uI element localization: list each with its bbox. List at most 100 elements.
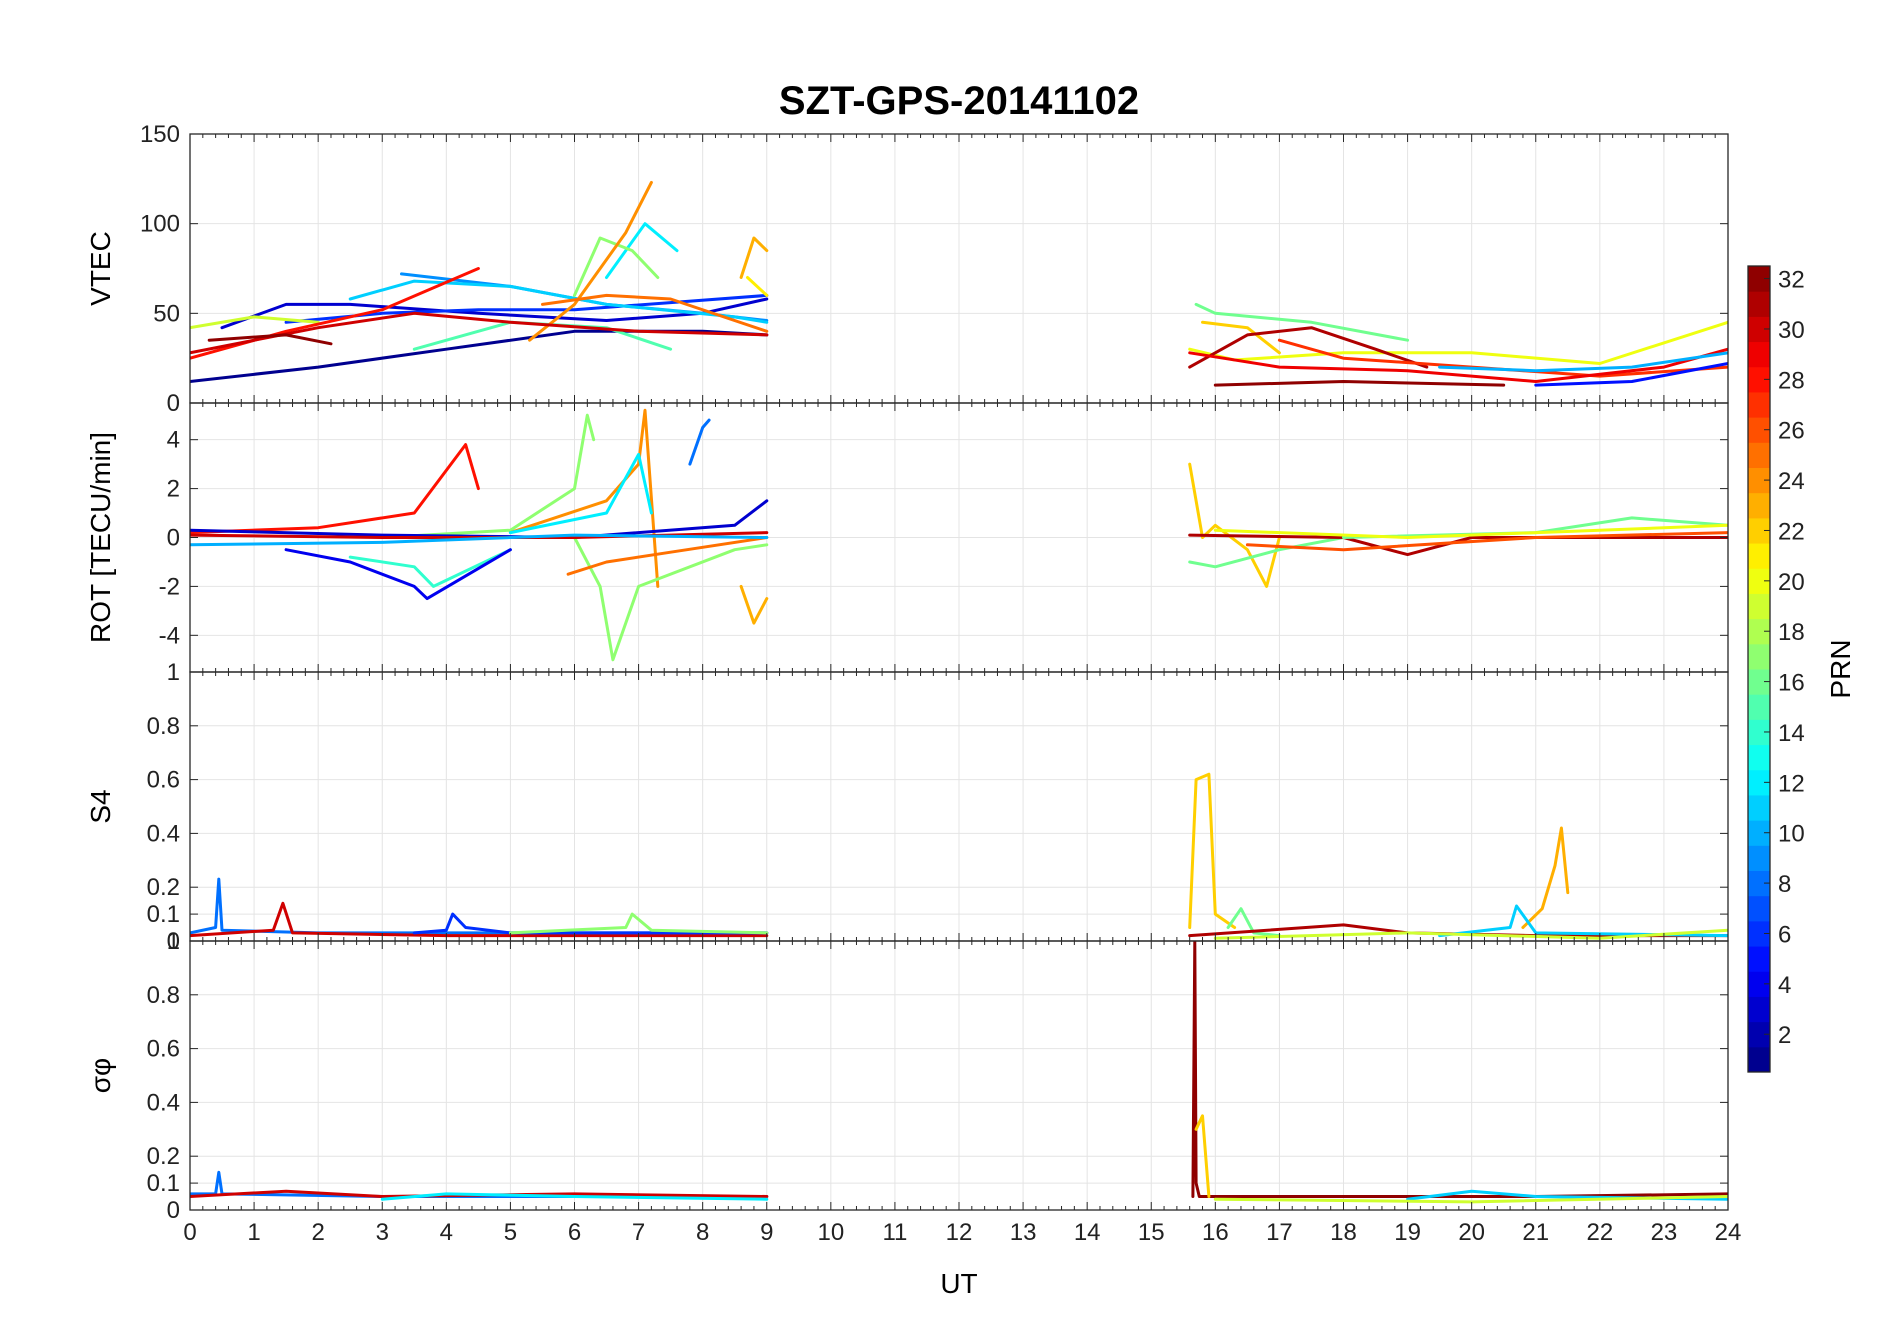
- series-prn-16: [1194, 302, 1410, 342]
- x-axis: 0 1 2 3 4 5 6 7 8 9 10 11 12 13 14 15 16 17 18 19 20 21 22 23 24: [183, 1219, 1741, 1246]
- series-prn-6: [284, 293, 769, 324]
- colorbar-swatch: [1748, 517, 1770, 544]
- colorbar-tick-label: 16: [1778, 670, 1805, 697]
- series-prn-28: [190, 443, 480, 535]
- colorbar-swatch: [1748, 744, 1770, 771]
- y-tick-label: 0.1: [147, 1170, 180, 1197]
- y-tick-label: 0: [167, 928, 180, 955]
- y-axis-label: ROT [TECU/min]: [85, 432, 116, 643]
- series-prn-29: [1188, 347, 1728, 383]
- y-tick-label: 0.6: [147, 767, 180, 794]
- colorbar-swatch: [1748, 467, 1770, 494]
- x-axis-label: UT: [940, 1268, 977, 1299]
- series-prn-20: [1188, 320, 1728, 365]
- colorbar-swatch: [1748, 694, 1770, 720]
- x-tick-label: 15: [1138, 1219, 1165, 1246]
- colorbar-tick-label: 18: [1778, 619, 1805, 646]
- y-tick-label: 50: [153, 300, 180, 327]
- series-prn-11: [1438, 904, 1728, 938]
- panel-3-series: [190, 941, 1728, 1204]
- series-prn-17: [573, 536, 769, 662]
- panel-1: -4 -2 0 2 4 ROT [TECU/min]: [85, 402, 1729, 673]
- colorbar-swatch: [1748, 845, 1770, 871]
- x-tick-label: 20: [1458, 1219, 1485, 1246]
- series-prn-23: [1521, 826, 1570, 929]
- y-tick-label: 0.2: [147, 874, 180, 901]
- colorbar-tick-label: 22: [1778, 518, 1805, 545]
- y-tick-label: 4: [167, 427, 180, 454]
- colorbar-swatch: [1748, 1046, 1770, 1073]
- y-tick-label: 0.2: [147, 1143, 180, 1170]
- series-prn-10: [1438, 351, 1728, 373]
- chart-title: SZT-GPS-20141102: [779, 79, 1139, 123]
- series-prn-22: [1201, 320, 1281, 355]
- panel-0-series: [190, 180, 1728, 387]
- x-tick-label: 22: [1586, 1219, 1613, 1246]
- colorbar-swatch: [1748, 618, 1770, 645]
- colorbar-tick-label: 20: [1778, 569, 1805, 596]
- x-tick-label: 17: [1266, 1219, 1293, 1246]
- series-prn-24: [508, 408, 660, 588]
- series-prn-22: [1188, 772, 1237, 929]
- x-tick-label: 18: [1330, 1219, 1357, 1246]
- colorbar-swatch: [1748, 920, 1770, 947]
- y-tick-label: 1: [167, 928, 180, 955]
- colorbar-tick-label: 26: [1778, 418, 1805, 445]
- series-prn-5: [1534, 362, 1728, 387]
- series-prn-10: [190, 533, 769, 547]
- y-tick-label: 1: [167, 659, 180, 686]
- x-tick-label: 6: [568, 1219, 581, 1246]
- series-prn-25: [541, 293, 769, 333]
- series-prn-12: [508, 452, 653, 535]
- y-axis-label: S4: [85, 789, 116, 823]
- series-prn-19: [190, 315, 320, 330]
- colorbar-swatch: [1748, 769, 1770, 796]
- series-prn-16: [1226, 907, 1281, 938]
- colorbar-swatch: [1748, 719, 1770, 746]
- series-prn-11: [348, 279, 769, 324]
- colorbar-swatch: [1748, 391, 1770, 418]
- x-tick-label: 2: [311, 1219, 324, 1246]
- x-tick-label: 13: [1010, 1219, 1037, 1246]
- series-prn-30: [190, 311, 769, 355]
- series-prn-25: [566, 536, 769, 576]
- x-tick-label: 16: [1202, 1219, 1229, 1246]
- colorbar-swatch: [1748, 442, 1770, 468]
- series-prn-32: [1191, 941, 1728, 1198]
- x-tick-label: 23: [1651, 1219, 1678, 1246]
- colorbar-tick-label: 24: [1778, 468, 1805, 495]
- colorbar-swatch: [1748, 971, 1770, 997]
- y-tick-label: 0.6: [147, 1036, 180, 1063]
- colorbar-tick-label: 2: [1778, 1022, 1791, 1049]
- colorbar-tick-label: 10: [1778, 821, 1805, 848]
- colorbar-swatch: [1748, 870, 1770, 897]
- x-tick-label: 24: [1715, 1219, 1742, 1246]
- series-prn-32: [1213, 380, 1506, 387]
- series-prn-26: [1245, 531, 1728, 552]
- x-tick-label: 3: [376, 1219, 389, 1246]
- x-tick-label: 8: [696, 1219, 709, 1246]
- series-prn-22: [1194, 1114, 1211, 1198]
- series-prn-1: [190, 329, 769, 383]
- y-tick-label: 0.1: [147, 901, 180, 928]
- series-prn-4: [284, 548, 512, 601]
- colorbar-swatch: [1748, 820, 1770, 846]
- x-tick-label: 7: [632, 1219, 645, 1246]
- series-prn-30: [190, 901, 769, 938]
- colorbar-swatch: [1748, 643, 1770, 670]
- panel-1-series: [190, 408, 1728, 662]
- series-prn-30: [190, 1189, 769, 1198]
- y-tick-label: 0.8: [147, 713, 180, 740]
- colorbar-swatch: [1748, 794, 1770, 821]
- panel-2: 00.10.2 0.4 0.6 0.8 1 S4: [85, 659, 1729, 955]
- colorbar-tick-label: 6: [1778, 921, 1791, 948]
- series-prn-24: [528, 180, 653, 342]
- colorbar-swatch: [1748, 895, 1770, 922]
- x-tick-label: 19: [1394, 1219, 1421, 1246]
- x-tick-label: 0: [183, 1219, 196, 1246]
- colorbar-swatch: [1748, 543, 1770, 569]
- series-prn-21: [746, 276, 769, 297]
- y-tick-label: -4: [159, 622, 180, 649]
